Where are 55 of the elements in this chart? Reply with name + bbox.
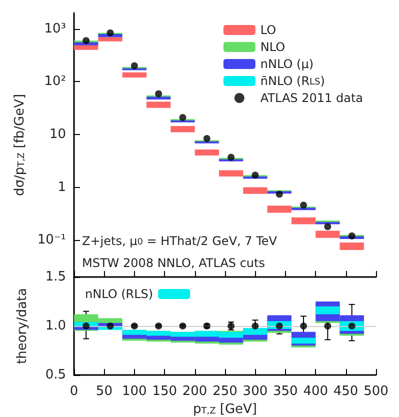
y-tick-label: 10³ [44,21,66,36]
legend-label: NLO [260,40,286,54]
x-tick-label: 150 [152,384,178,399]
legend-label: LO [260,23,276,37]
bar [291,338,316,344]
bar [122,72,146,78]
bar [218,170,244,177]
x-tick-label: 300 [242,384,268,399]
point [252,172,259,179]
x-tick-label: 0 [70,384,78,399]
point [130,62,138,70]
point [82,37,90,44]
bar [194,149,219,156]
point [324,223,332,230]
y-tick-label: 0.5 [45,368,66,382]
legend-label: nNLO (μ) [260,57,314,71]
bar [170,126,195,132]
bar [340,242,364,250]
y-tick-label: 10² [44,74,66,90]
x-tick-label: 100 [122,384,147,399]
point [300,202,308,209]
annotation: MSTW 2008 NNLO, ATLAS cuts [82,256,265,270]
x-axis-title: pT,Z [GeV] [192,402,258,417]
y-tick-label: 1.0 [45,318,66,334]
bar [243,187,268,194]
x-tick-label: 50 [96,384,112,399]
y-axis-title: theory/data [15,288,30,364]
x-tick-label: 250 [212,384,238,399]
point [276,190,283,198]
y-tick-label: 1.5 [45,270,66,284]
x-tick-label: 200 [182,384,208,399]
bar [146,102,171,108]
x-tick-label: 500 [364,384,388,399]
y-axis-title: dσ/pT,Z [fb/GeV] [12,94,28,196]
point [106,29,114,36]
x-tick-label: 350 [272,384,298,399]
legend-label: n̄NLO (RLS) [260,74,325,88]
legend-label: ATLAS 2011 data [260,91,363,105]
x-tick-label: 450 [333,384,358,399]
point [203,134,210,142]
annotation: Z+jets, μ0 = HThat/2 GeV, 7 TeV [82,234,278,248]
bar [316,306,340,314]
point [155,90,162,98]
y-tick-label: 10⁻¹ [37,232,66,248]
point [179,114,186,121]
legend-label: nNLO (RLS) [84,287,154,301]
x-tick-label: 400 [303,384,328,399]
bar [98,37,122,42]
y-tick-label: 10 [49,126,66,142]
y-tick-label: 1 [58,180,66,195]
point [348,232,356,240]
point [228,154,235,161]
bar [316,230,340,238]
bar [291,217,316,224]
bar [267,206,292,213]
